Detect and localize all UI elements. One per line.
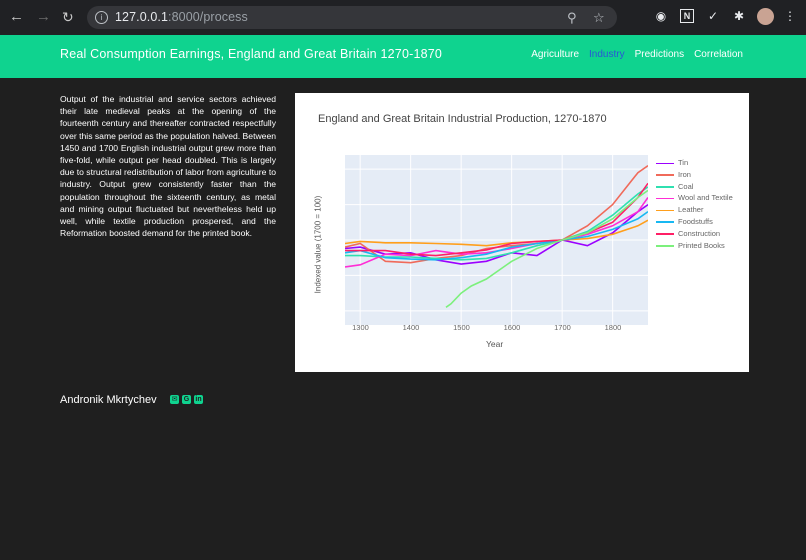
nav-link-agriculture[interactable]: Agriculture: [531, 49, 580, 60]
legend-label: Foodstuffs: [678, 216, 713, 226]
series-line-coal[interactable]: [345, 186, 649, 261]
nav-link-predictions[interactable]: Predictions: [634, 49, 685, 60]
legend-label: Wool and Textile: [678, 193, 733, 203]
address-bar[interactable]: i 127.0.0.1:8000/process ⚲ ☆: [87, 6, 617, 29]
nav-link-industry[interactable]: Industry: [589, 49, 625, 60]
wave-icon[interactable]: ✓: [707, 9, 719, 23]
line-chart[interactable]: [344, 155, 649, 325]
avatar[interactable]: [757, 8, 774, 25]
legend-label: Coal: [678, 181, 694, 191]
industry-description: Output of the industrial and service sec…: [60, 94, 276, 239]
url-text: 127.0.0.1:8000/process: [115, 10, 248, 24]
zoom-icon[interactable]: ⚲: [567, 10, 577, 25]
plot-area[interactable]: [344, 155, 649, 325]
linkedin-icon[interactable]: in: [194, 395, 203, 404]
site-info-icon[interactable]: i: [95, 11, 108, 24]
nav-link-correlation[interactable]: Correlation: [694, 49, 743, 60]
legend-swatch: [656, 245, 674, 247]
x-tick-label: 1700: [554, 323, 571, 332]
site-navbar: Real Consumption Earnings, England and G…: [0, 35, 806, 78]
puzzle-icon[interactable]: ✱: [733, 9, 745, 23]
legend-item[interactable]: Tin: [656, 157, 733, 169]
y-axis-label: Indexed value (1700 = 100): [313, 195, 323, 294]
legend-label: Tin: [678, 158, 689, 167]
legend-swatch: [656, 209, 674, 212]
legend-label: Construction: [678, 228, 721, 238]
x-tick-label: 1500: [453, 323, 470, 332]
series-line-foodstuffs[interactable]: [344, 211, 649, 261]
menu-icon[interactable]: ⋮: [784, 9, 796, 23]
x-tick-label: 1400: [402, 323, 420, 332]
series-line-printed-books[interactable]: [445, 189, 649, 308]
nav-links: Agriculture Industry Predictions Correla…: [531, 49, 743, 60]
legend-label: Iron: [678, 169, 691, 179]
legend-swatch: [656, 162, 674, 164]
chart-card: England and Great Britain Industrial Pro…: [295, 93, 749, 372]
x-tick-label: 1800: [604, 323, 622, 332]
legend-item[interactable]: Coal: [656, 181, 733, 193]
legend-swatch: [656, 221, 674, 223]
reload-icon[interactable]: ↻: [62, 9, 74, 25]
series-line-construction[interactable]: [345, 182, 649, 257]
x-axis-label: Year: [486, 339, 504, 349]
legend-label: Leather: [678, 205, 704, 215]
legend-swatch: [656, 233, 674, 235]
chart-legend[interactable]: Tin Iron Coal Wool and Textile Leather Foodst…: [656, 157, 733, 251]
browser-toolbar: ← → ↻ i 127.0.0.1:8000/process ⚲ ☆ ◉ N ✓…: [0, 0, 806, 35]
legend-item[interactable]: Printed Books: [656, 240, 733, 252]
notion-icon[interactable]: N: [680, 9, 694, 23]
bookmark-star-icon[interactable]: ☆: [593, 10, 605, 25]
forward-icon[interactable]: →: [36, 8, 51, 25]
chart-title: England and Great Britain Industrial Pro…: [318, 113, 607, 125]
legend-item[interactable]: Wool and Textile: [656, 192, 733, 204]
legend-item[interactable]: Foodstuffs: [656, 216, 733, 228]
author-name: Andronik Mkrtychev: [60, 394, 157, 406]
site-title[interactable]: Real Consumption Earnings, England and G…: [60, 47, 443, 61]
legend-swatch: [656, 186, 674, 188]
extension-icon[interactable]: ◉: [655, 9, 667, 23]
series-line-leather[interactable]: [344, 219, 649, 247]
back-icon[interactable]: ←: [9, 8, 24, 25]
legend-item[interactable]: Iron: [656, 169, 733, 181]
x-tick-label: 1300: [352, 323, 369, 332]
legend-swatch: [656, 174, 674, 176]
legend-swatch: [656, 197, 674, 200]
x-tick-label: 1600: [503, 323, 521, 332]
legend-item[interactable]: Leather: [656, 204, 733, 216]
email-icon[interactable]: ✉: [170, 395, 179, 404]
legend-item[interactable]: Construction: [656, 228, 733, 240]
legend-label: Printed Books: [678, 240, 725, 250]
github-icon[interactable]: G: [182, 395, 191, 404]
